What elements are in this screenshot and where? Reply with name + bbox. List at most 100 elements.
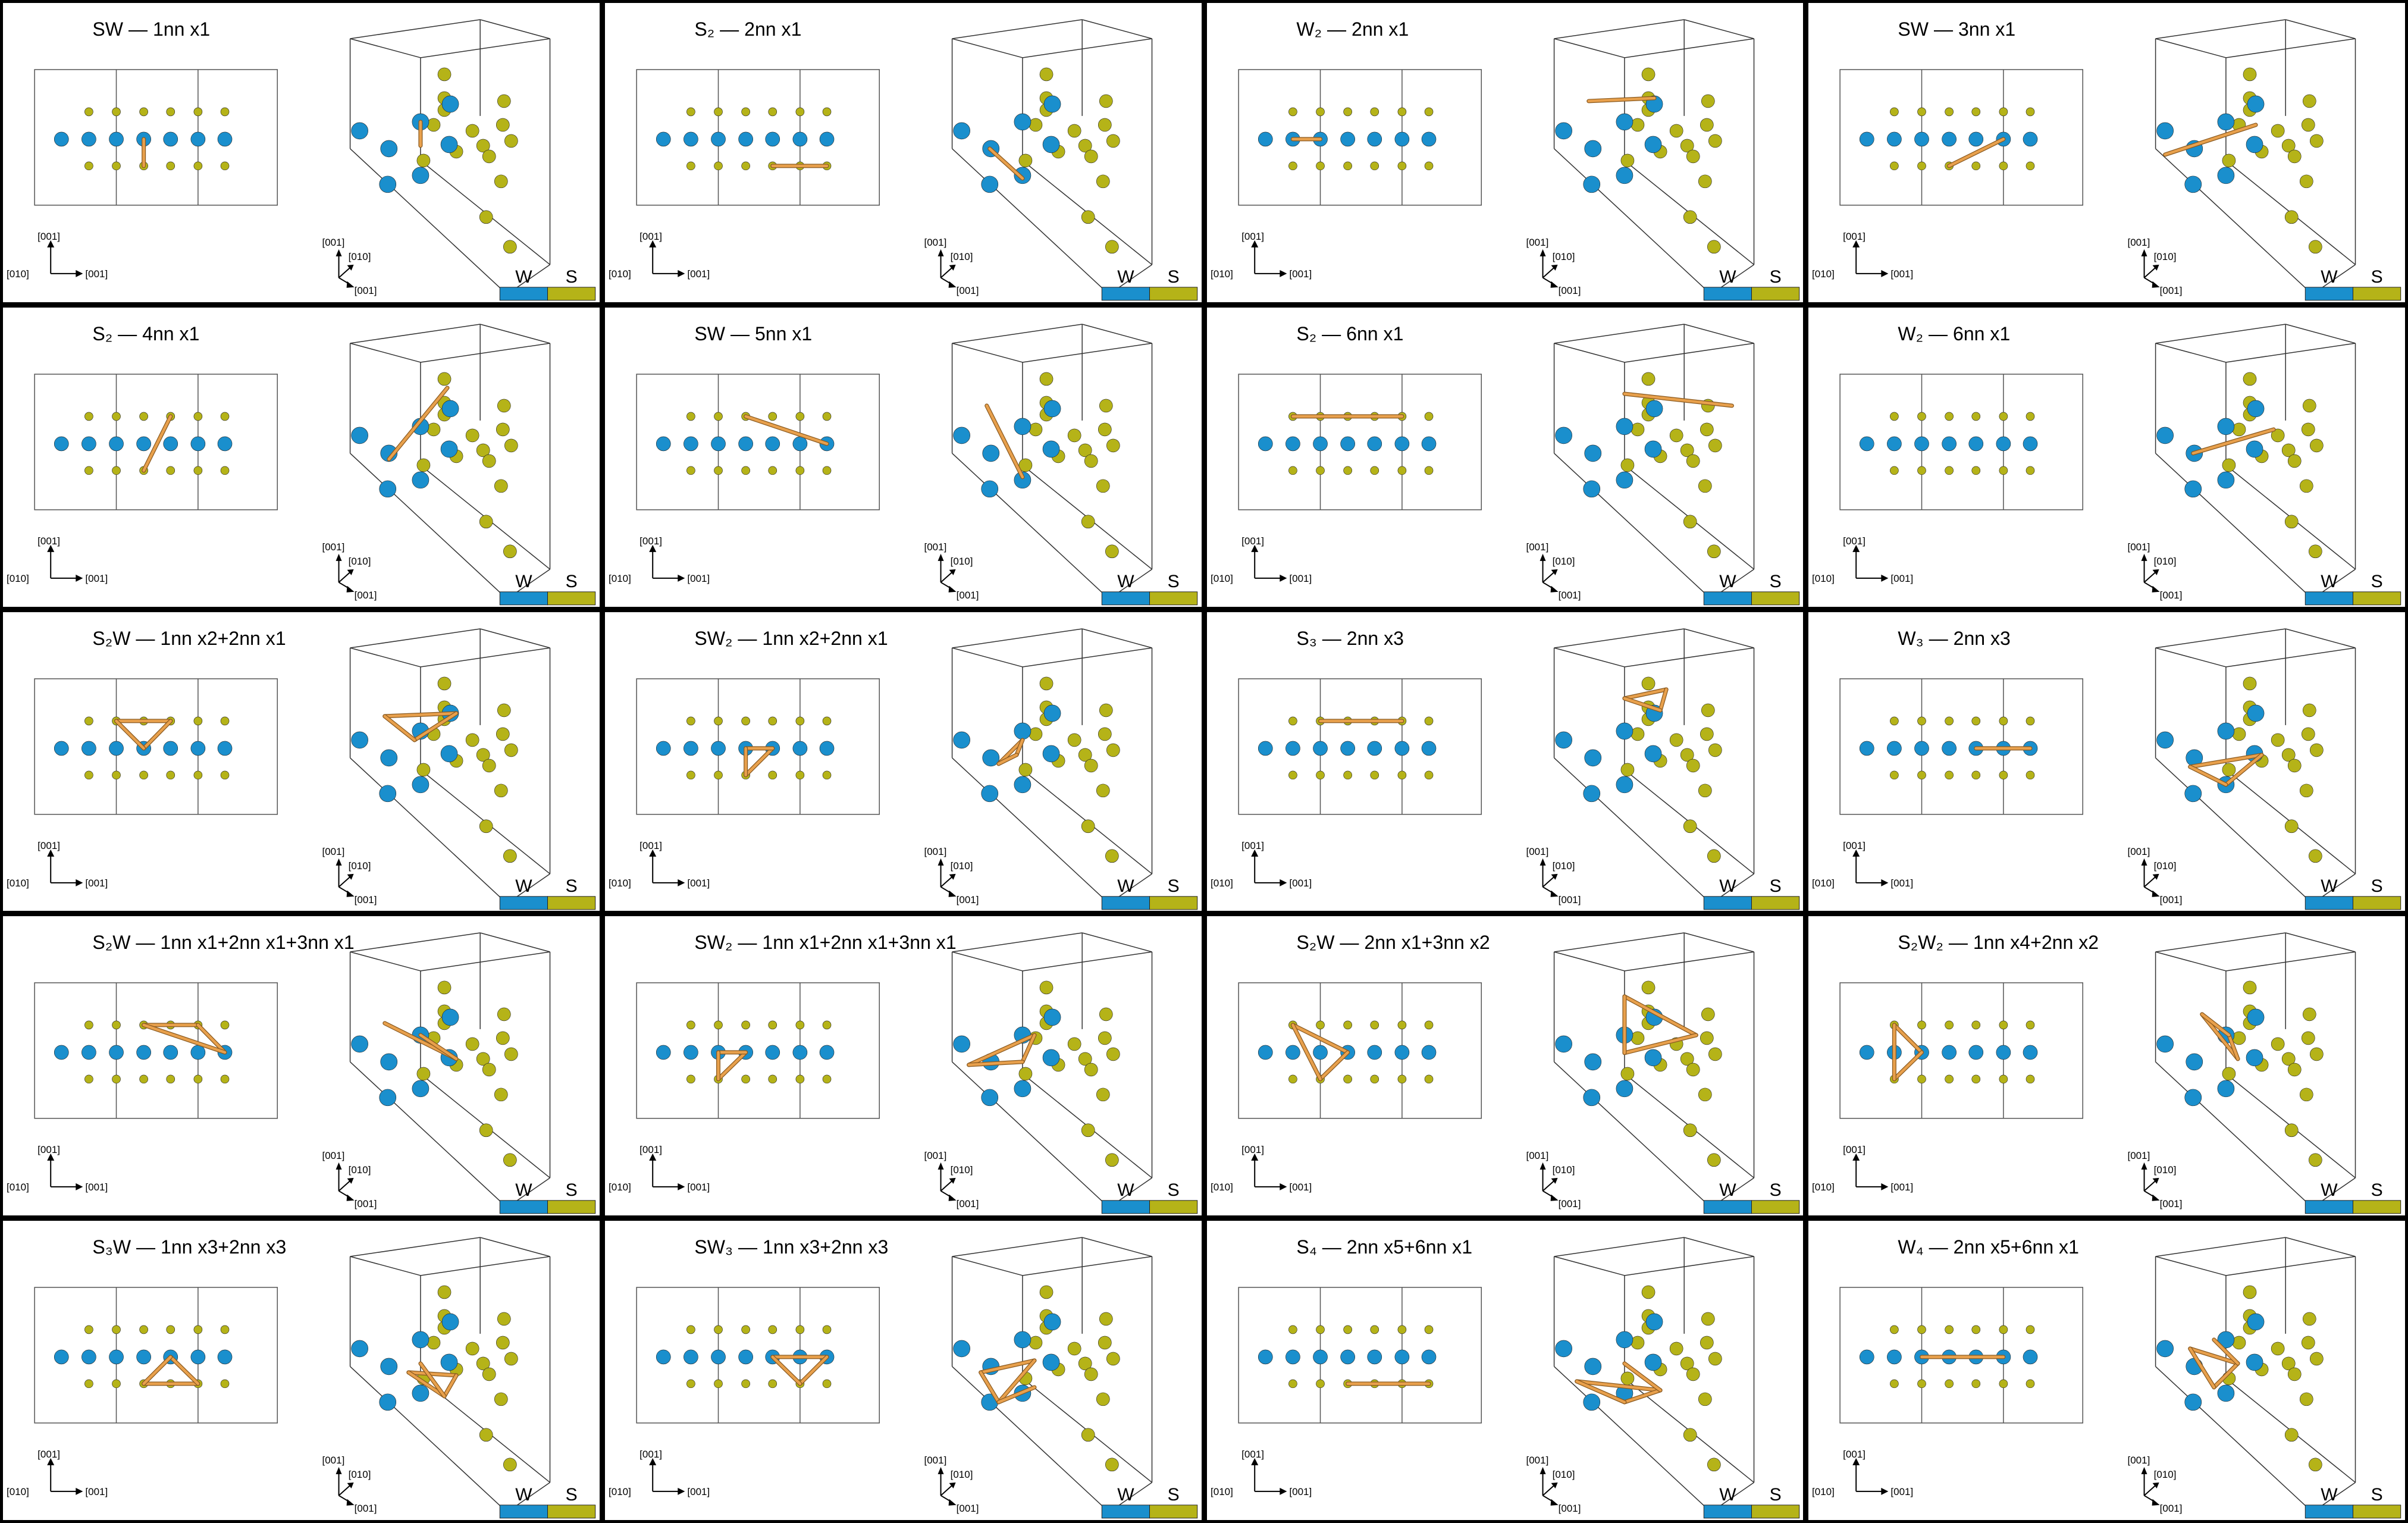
axis-arrowhead bbox=[948, 1499, 957, 1506]
s-atom bbox=[1424, 161, 1433, 171]
w-atom bbox=[1312, 1045, 1328, 1060]
w-atom bbox=[1394, 1045, 1409, 1060]
axis-label-vertical: [001] bbox=[639, 1144, 662, 1155]
legend-swatch-w bbox=[1101, 287, 1150, 301]
bond-3d-highlight bbox=[1015, 738, 1024, 756]
w-atom bbox=[683, 1045, 698, 1060]
bond-3d-highlight bbox=[1623, 392, 1733, 407]
w-atom bbox=[981, 480, 998, 497]
axis-triad-3d: [001] [010] [001] bbox=[1526, 1455, 1581, 1514]
w-atom bbox=[1914, 741, 1930, 756]
box-edge bbox=[2155, 148, 2313, 295]
panel-title: S₂ — 6nn x1 bbox=[1296, 323, 1403, 344]
projection-frame bbox=[1839, 678, 2084, 815]
bond-3d-highlight bbox=[2164, 123, 2258, 156]
s-atom bbox=[1369, 107, 1379, 117]
axis-label-horizontal: [001] bbox=[85, 1486, 108, 1497]
axis-label-up: [001] bbox=[1526, 1150, 1548, 1161]
s-atom bbox=[1631, 422, 1644, 437]
w-atom bbox=[441, 1009, 459, 1026]
w-atom bbox=[54, 741, 69, 756]
axis-label-up: [001] bbox=[1526, 1455, 1548, 1466]
legend-label-w: W bbox=[1719, 1180, 1736, 1200]
axis-triad-2d: [001] [001] [010] bbox=[1812, 535, 1913, 584]
s-atom bbox=[741, 1379, 750, 1389]
s-atom bbox=[1698, 784, 1712, 797]
bond-3d-highlight bbox=[407, 1371, 446, 1398]
box-edge bbox=[1553, 951, 1625, 972]
axis-arrowhead bbox=[949, 569, 956, 575]
s-atom bbox=[1945, 1074, 1954, 1084]
panel-figure: S₂W — 1nn x2+2nn x1[001][001][010][001][… bbox=[7, 628, 596, 910]
s-atom bbox=[1084, 454, 1098, 468]
axis-label-right: [001] bbox=[956, 1198, 979, 1209]
w-atom bbox=[1014, 418, 1031, 435]
s-atom bbox=[139, 107, 148, 117]
box-edge bbox=[951, 1061, 1109, 1208]
s-atom bbox=[84, 161, 93, 171]
axis-label-right: [001] bbox=[1558, 894, 1581, 905]
s-atom bbox=[1424, 107, 1433, 117]
axis-arrowhead bbox=[948, 1195, 957, 1202]
axis-label-right: [001] bbox=[355, 1198, 377, 1209]
w-atom bbox=[1942, 741, 1957, 756]
axis-label-vertical: [001] bbox=[1241, 1144, 1264, 1155]
s-atom bbox=[1105, 849, 1119, 863]
projection-frame bbox=[1839, 374, 2084, 510]
w-atom bbox=[1584, 1358, 1601, 1375]
s-atom bbox=[2310, 1048, 2324, 1061]
s-atom bbox=[1971, 412, 1981, 421]
s-atom bbox=[1315, 1379, 1325, 1389]
box-edge bbox=[1022, 38, 1152, 58]
s-atom bbox=[822, 1325, 832, 1334]
axis-arrowhead bbox=[76, 574, 83, 582]
projection-2d bbox=[1839, 374, 2084, 510]
s-atom bbox=[427, 1336, 441, 1350]
s-atom bbox=[1708, 1048, 1722, 1061]
axis-arrowhead bbox=[2152, 1483, 2159, 1489]
axis-triad-3d: [001] [010] [001] bbox=[924, 541, 979, 601]
w-atom bbox=[2247, 400, 2265, 418]
s-atom bbox=[2026, 466, 2035, 475]
w-atom bbox=[190, 131, 206, 147]
projection-frame bbox=[34, 982, 278, 1120]
axis-triad-3d: [001] [010] [001] bbox=[2128, 541, 2183, 601]
bond-3d-highlight bbox=[2227, 1034, 2240, 1061]
s-atom bbox=[1397, 107, 1406, 117]
w-atom bbox=[1042, 1353, 1060, 1371]
panel-title: S₂W — 1nn x1+2nn x1+3nn x1 bbox=[92, 932, 354, 953]
legend-label-s: S bbox=[2371, 1180, 2383, 1200]
projection-2d bbox=[34, 69, 278, 206]
s-atom bbox=[1999, 770, 2008, 779]
axis-label-diag: [010] bbox=[349, 860, 371, 871]
s-atom bbox=[1945, 412, 1954, 421]
w-atom bbox=[1645, 1313, 1663, 1331]
axis-arrowhead bbox=[2152, 585, 2160, 593]
s-atom bbox=[112, 1325, 121, 1334]
axis-diag bbox=[2144, 1484, 2157, 1496]
s-atom bbox=[482, 1063, 496, 1077]
s-atom bbox=[686, 1074, 695, 1084]
box-edge bbox=[2155, 628, 2286, 648]
axis-arrowhead bbox=[336, 1162, 342, 1170]
axis-label-up: [001] bbox=[2128, 1455, 2150, 1466]
projection-frame bbox=[34, 678, 278, 815]
w-atom bbox=[1554, 122, 1572, 140]
axis-label-diag: [010] bbox=[2154, 1469, 2177, 1480]
w-atom bbox=[1644, 440, 1661, 457]
axis-label-right: [001] bbox=[956, 285, 979, 296]
axis-triad-2d: [001] [001] [010] bbox=[609, 1144, 710, 1193]
s-atom bbox=[84, 466, 93, 475]
projection-frame bbox=[1237, 678, 1482, 815]
w-atom bbox=[1887, 436, 1902, 451]
legend-label-w: W bbox=[1719, 876, 1736, 895]
s-atom bbox=[482, 1367, 496, 1381]
axis-arrowhead bbox=[678, 269, 685, 277]
s-atom bbox=[822, 466, 832, 475]
s-atom bbox=[2026, 1379, 2035, 1389]
s-atom bbox=[496, 1336, 510, 1350]
s-atom bbox=[84, 1325, 93, 1334]
